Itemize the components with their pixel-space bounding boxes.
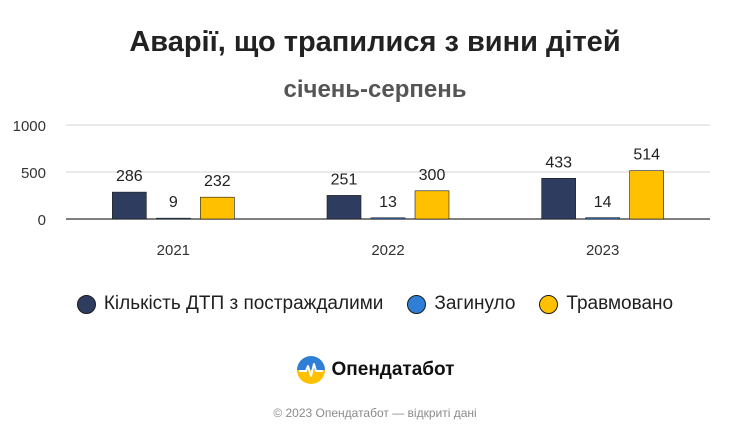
data-label: 14 (594, 194, 612, 211)
bar (629, 170, 664, 220)
brand: Опендатабот (0, 355, 750, 385)
chart-legend: Кількість ДТП з постраждалими Загинуло Т… (0, 293, 750, 315)
data-label: 300 (419, 167, 446, 184)
opendatabot-logo-icon (296, 356, 325, 384)
y-tick-label: 1000 (13, 118, 46, 135)
bar-chart: 1000 500 0 286 9 232 2021 251 13 300 2022 433 14 514 2… (13, 118, 710, 259)
data-label: 251 (331, 171, 358, 188)
brand-name: Опендатабот (331, 359, 455, 380)
x-tick-label: 2021 (157, 242, 190, 259)
bar (326, 195, 362, 220)
legend-label-killed: Загинуло (434, 293, 516, 314)
x-tick-label: 2022 (371, 242, 404, 259)
legend-item-accidents: Кількість ДТП з постраждалими (76, 293, 384, 315)
chart-title: Аварії, що трапилися з вини дітей (129, 26, 621, 58)
bar (370, 217, 406, 220)
legend-swatch-killed (407, 294, 427, 314)
data-label: 13 (379, 194, 397, 211)
y-tick-label: 500 (21, 165, 46, 182)
bar (156, 217, 191, 220)
bar (112, 191, 147, 220)
legend-label-injured: Травмовано (566, 293, 674, 314)
bar (541, 177, 576, 220)
legend-item-killed: Загинуло (407, 293, 515, 315)
data-label: 9 (169, 194, 178, 211)
legend-swatch-injured (539, 294, 559, 314)
footer-text: © 2023 Опендатабот — відкриті дані (273, 406, 477, 420)
data-label: 232 (204, 173, 231, 190)
legend-label-accidents: Кількість ДТП з постраждалими (103, 293, 384, 314)
chart-subtitle: січень-серпень (283, 76, 467, 103)
bar (414, 190, 450, 220)
bar (585, 217, 620, 220)
bar (200, 196, 235, 220)
data-label: 286 (116, 168, 143, 185)
x-tick-label: 2023 (586, 242, 619, 259)
data-label: 514 (633, 147, 660, 164)
legend-item-injured: Травмовано (539, 293, 673, 315)
y-tick-label: 0 (38, 212, 46, 229)
data-label: 433 (545, 154, 572, 171)
legend-swatch-accidents (76, 294, 96, 314)
